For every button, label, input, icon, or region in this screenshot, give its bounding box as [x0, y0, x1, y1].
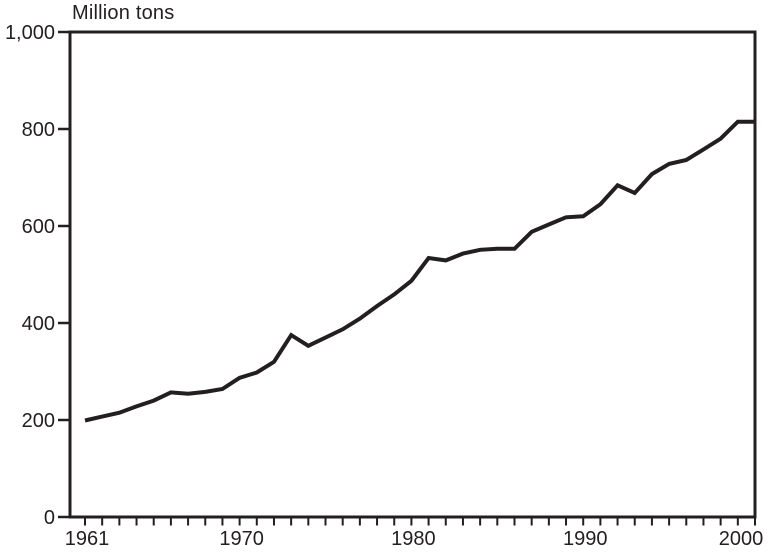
- y-axis-tick-label: 200: [22, 410, 55, 432]
- y-axis-tick-label: 800: [22, 119, 55, 141]
- y-axis-tick-label: 1,000: [5, 22, 55, 44]
- x-axis-tick-label: 2000: [719, 528, 764, 550]
- x-axis-tick-label: 1990: [563, 528, 608, 550]
- x-axis-tick-label: 1980: [391, 528, 436, 550]
- y-axis-tick-label: 600: [22, 216, 55, 238]
- data-line: [84, 119, 755, 423]
- x-axis-tick-label: 1970: [219, 528, 264, 550]
- y-axis-tick-label: 0: [44, 507, 55, 529]
- y-axis-tick-label: 400: [22, 313, 55, 335]
- x-axis-tick-label: 1961: [65, 528, 110, 550]
- plot-border: [68, 30, 757, 519]
- chart-title: Million tons: [72, 2, 175, 24]
